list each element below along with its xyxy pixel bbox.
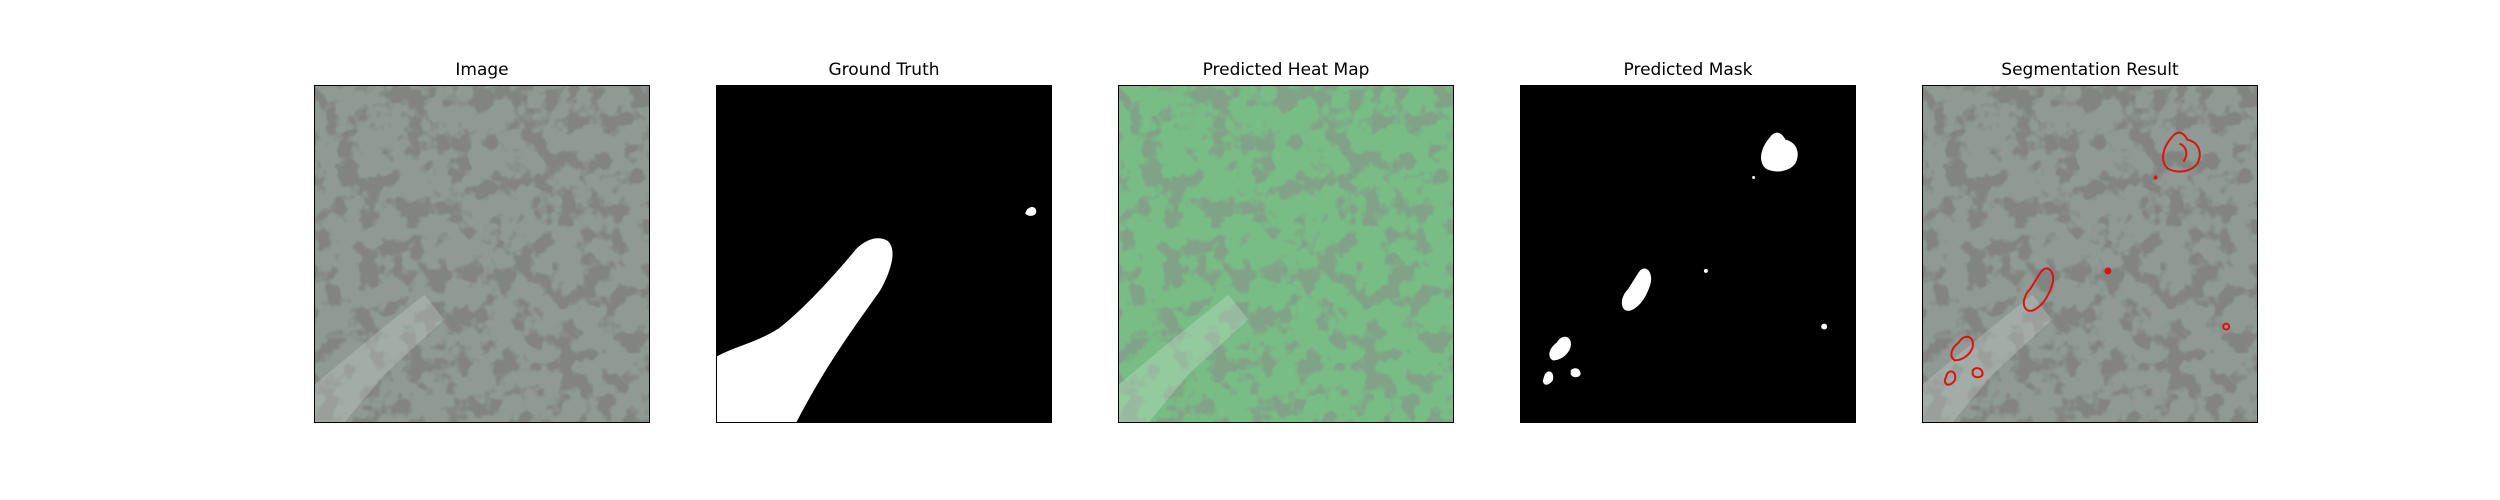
segmentation-outlines: [1943, 131, 2231, 386]
ground-truth-speck: [1025, 206, 1037, 216]
heat-map-image: [1119, 86, 1453, 422]
predicted-mask-frame: [1520, 85, 1856, 423]
panel-title: Predicted Mask: [1623, 60, 1753, 80]
panel-image: Image: [314, 60, 650, 424]
panel-title: Segmentation Result: [2001, 60, 2179, 80]
image-frame: [314, 85, 650, 423]
predicted-mask-image: [1521, 86, 1855, 422]
segmentation-frame: [1922, 85, 2258, 423]
ground-truth-frame: [716, 85, 1052, 423]
panel-title: Ground Truth: [828, 60, 940, 80]
segmentation-image: [1923, 86, 2257, 422]
segmentation-points: [2104, 175, 2158, 275]
panel-title: Image: [455, 60, 509, 80]
ground-truth-mask: [717, 86, 1051, 422]
panel-heat-map: Predicted Heat Map: [1118, 60, 1454, 424]
heat-map-frame: [1118, 85, 1454, 423]
panel-predicted-mask: Predicted Mask: [1520, 60, 1856, 424]
ground-truth-region: [717, 238, 893, 422]
predicted-mask-regions: [1542, 132, 1828, 385]
panel-title: Predicted Heat Map: [1202, 60, 1370, 80]
panel-ground-truth: Ground Truth: [716, 60, 1052, 424]
panel-segmentation-result: Segmentation Result: [1922, 60, 2258, 424]
aerial-image: [315, 86, 649, 422]
